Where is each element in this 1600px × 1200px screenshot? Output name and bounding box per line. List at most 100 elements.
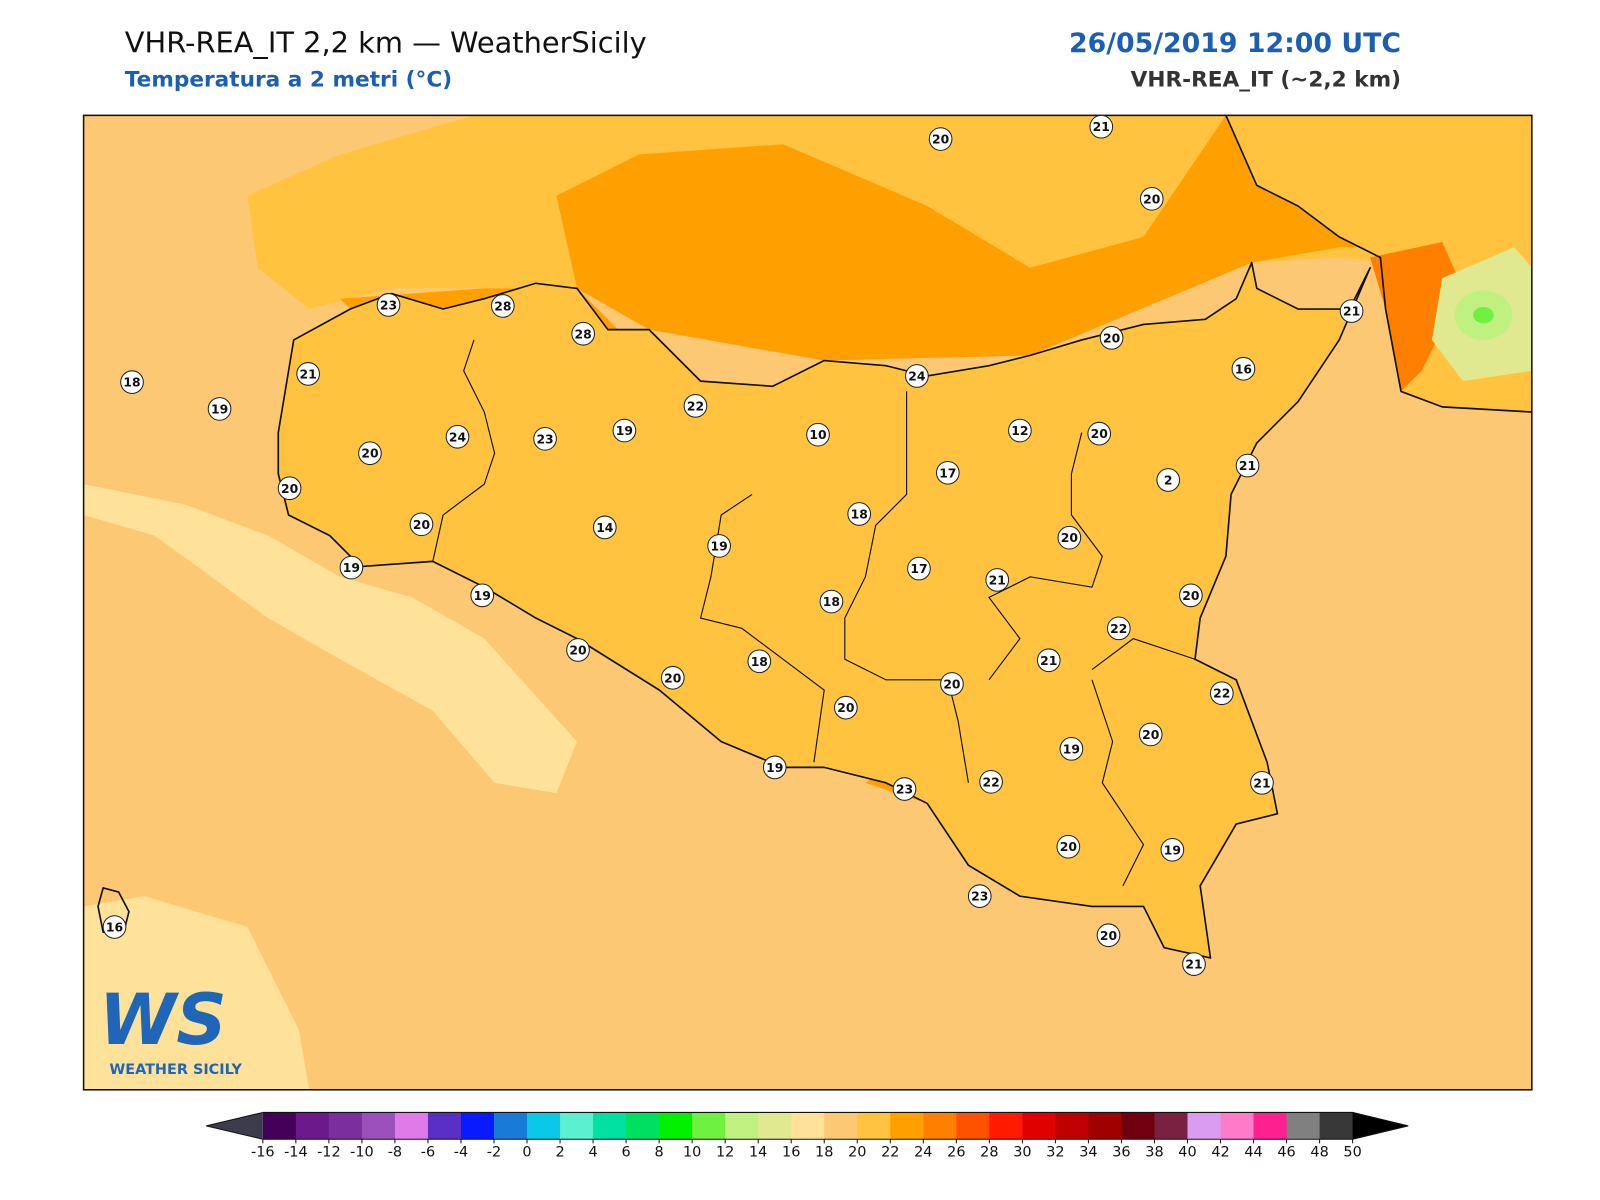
colorbar-tick-label: 24	[914, 1145, 932, 1161]
colorbar-tick-label: -10	[350, 1145, 374, 1161]
station-value: 20	[413, 518, 431, 532]
station: 28	[571, 321, 596, 346]
station-value: 18	[123, 376, 140, 390]
station-value: 18	[823, 595, 840, 609]
colorbar-swatch	[956, 1112, 990, 1140]
colorbar-tick-label: 36	[1112, 1145, 1130, 1161]
colorbar-swatch	[1121, 1112, 1155, 1140]
station-value: 20	[281, 482, 299, 496]
station-marker	[979, 769, 1003, 794]
station-value: 18	[751, 655, 768, 669]
station: 21	[1339, 299, 1364, 323]
station-value: 22	[1213, 687, 1230, 701]
station-value: 19	[1063, 742, 1080, 756]
colorbar-tick-label: -8	[388, 1145, 402, 1161]
subtitle: Temperatura a 2 metri (°C)	[125, 67, 452, 92]
logo: WS WEATHER SICILY	[99, 979, 242, 1078]
station-marker	[1138, 722, 1163, 747]
station: 20	[1057, 525, 1082, 550]
station-value: 21	[989, 573, 1006, 587]
colorbar-swatch	[989, 1112, 1023, 1140]
station-value: 16	[1235, 362, 1252, 376]
station-marker	[571, 321, 596, 346]
station-value: 17	[939, 466, 956, 480]
station-value: 28	[575, 327, 592, 341]
station-marker	[1089, 114, 1114, 139]
map-frame	[82, 114, 1533, 1091]
station: 20	[1056, 834, 1081, 859]
colorbar-tick-label: 20	[848, 1145, 866, 1161]
colorbar-swatch	[560, 1112, 594, 1140]
station-value: 20	[1091, 427, 1109, 441]
station: 21	[1235, 453, 1260, 478]
station-value: 23	[896, 783, 913, 797]
station: 10	[806, 422, 830, 447]
colorbar-swatch	[857, 1112, 891, 1140]
station-value: 28	[494, 299, 511, 313]
colorbar-tick-label: 18	[815, 1145, 833, 1161]
colorbar-swatch	[593, 1112, 627, 1140]
colorbar-swatch	[1286, 1112, 1321, 1140]
colorbar-tick-label: 12	[716, 1145, 734, 1161]
station: 18	[120, 370, 144, 394]
colorbar-tick-label: 32	[1046, 1145, 1064, 1161]
station: 18	[819, 589, 844, 614]
station: 21	[1036, 648, 1061, 673]
station-value: 12	[1011, 424, 1028, 438]
station-marker	[490, 294, 515, 318]
station: 28	[490, 294, 515, 318]
coastline	[1225, 115, 1532, 413]
colorbar: -16 -14 -12 -10 -8 -6 -4 -2 0 2 4 6 8 10 12 14 16 18 20 22 2…	[206, 1111, 1409, 1161]
colorbar-swatch	[394, 1112, 429, 1140]
station-value: 19	[711, 539, 728, 553]
station-value: 20	[569, 643, 587, 657]
datetime: 26/05/2019 12:00 UTC	[1069, 28, 1401, 59]
station-marker	[1106, 616, 1131, 641]
province-border	[1091, 637, 1196, 887]
station-marker	[1156, 468, 1181, 492]
station-marker	[102, 915, 127, 939]
station-marker	[660, 665, 685, 690]
station-value: 19	[211, 402, 228, 416]
station: 23	[892, 777, 917, 801]
station-value: 21	[1093, 120, 1110, 134]
cool-sea-area	[83, 896, 310, 1090]
colorbar-tick-label: 0	[522, 1145, 531, 1161]
station-marker	[566, 638, 590, 662]
station-marker	[592, 515, 617, 540]
station-marker	[470, 583, 495, 608]
station: 19	[762, 755, 787, 780]
station: 17	[907, 556, 931, 581]
station: 16	[1231, 356, 1256, 381]
station-marker	[1179, 583, 1203, 608]
colorbar-swatch	[1187, 1112, 1222, 1140]
station-marker	[1057, 525, 1082, 550]
colorbar-swatch	[1088, 1112, 1122, 1140]
station-marker	[1056, 834, 1081, 859]
station-marker	[1160, 837, 1185, 862]
station-marker	[1182, 952, 1206, 976]
station-marker	[376, 293, 401, 317]
station: 19	[1160, 837, 1185, 862]
colorbar-tick-label: -6	[421, 1145, 435, 1161]
station: 19	[470, 583, 495, 608]
station: 21	[296, 362, 320, 386]
station: 12	[1008, 418, 1032, 443]
colorbar-tick-label: 28	[980, 1145, 998, 1161]
station: 20	[660, 665, 685, 690]
colorbar-swatch	[1253, 1112, 1288, 1140]
colorbar-tick-label: 34	[1079, 1145, 1097, 1161]
station: 20	[1096, 923, 1121, 948]
station-value: 20	[664, 671, 682, 685]
station: 19	[612, 418, 637, 443]
station-value: 22	[687, 399, 704, 413]
station: 24	[445, 424, 470, 449]
colorbar-swatch	[1319, 1112, 1354, 1140]
province-border	[432, 339, 496, 562]
station-value: 19	[766, 761, 783, 775]
station: 20	[409, 512, 434, 537]
colorbar-tick-label: 2	[555, 1145, 564, 1161]
station-marker	[120, 370, 144, 394]
station: 24	[905, 364, 929, 388]
